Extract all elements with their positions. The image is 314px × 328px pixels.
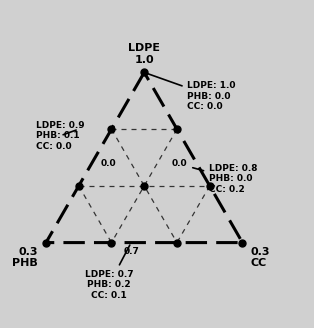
Text: 0.0: 0.0 xyxy=(101,159,117,169)
Text: 0.3
CC: 0.3 CC xyxy=(250,247,270,268)
Text: LDPE: 0.9
PHB: 0.1
CC: 0.0: LDPE: 0.9 PHB: 0.1 CC: 0.0 xyxy=(36,121,85,151)
Text: 0.3
PHB: 0.3 PHB xyxy=(12,247,38,268)
Text: 0.0: 0.0 xyxy=(172,159,187,169)
Text: LDPE: 0.8
PHB: 0.0
CC: 0.2: LDPE: 0.8 PHB: 0.0 CC: 0.2 xyxy=(193,164,257,194)
Text: LDPE: 1.0
PHB: 0.0
CC: 0.0: LDPE: 1.0 PHB: 0.0 CC: 0.0 xyxy=(147,73,236,111)
Text: LDPE: 0.7
PHB: 0.2
CC: 0.1: LDPE: 0.7 PHB: 0.2 CC: 0.1 xyxy=(84,245,133,300)
Text: LDPE
1.0: LDPE 1.0 xyxy=(128,43,160,65)
Text: 0.7: 0.7 xyxy=(123,247,139,256)
